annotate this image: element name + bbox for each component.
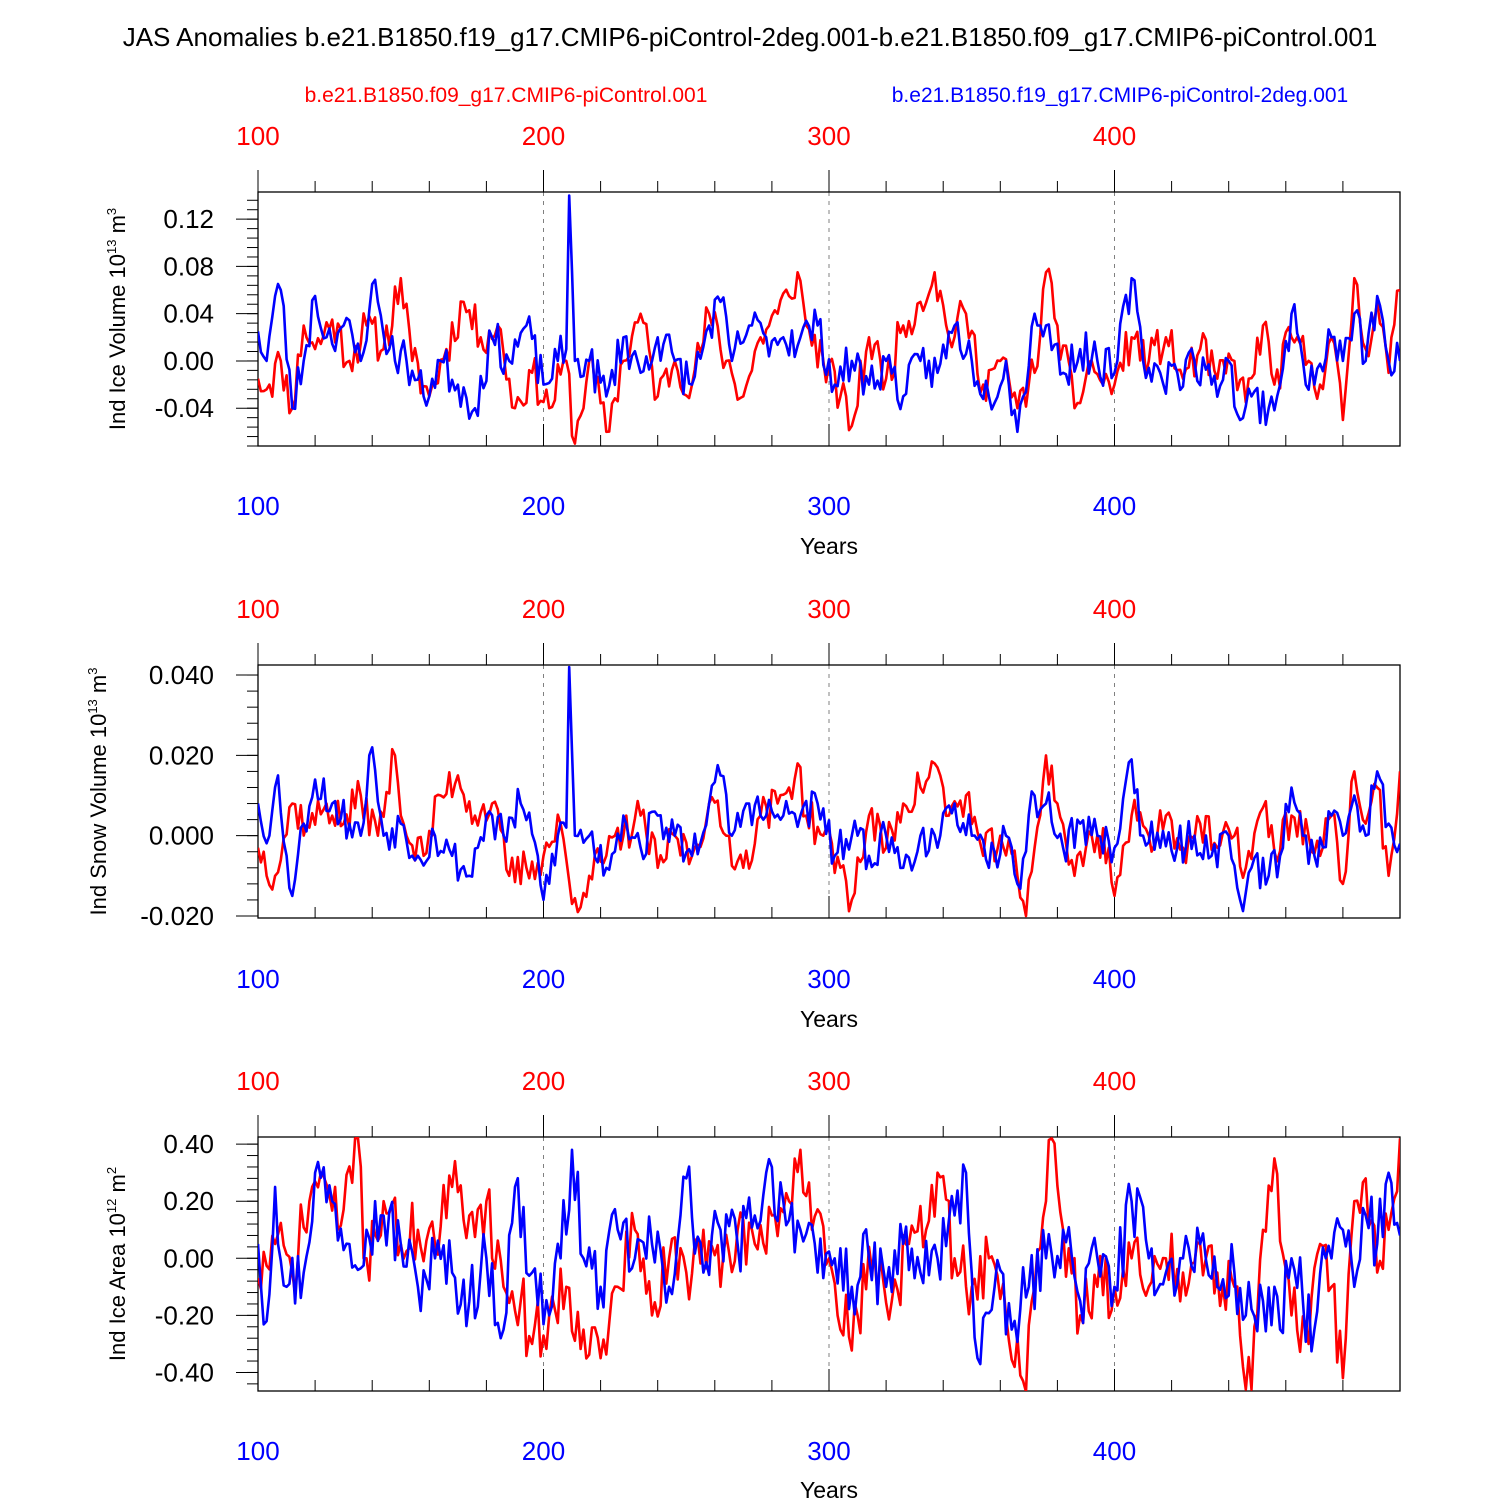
series-line-red	[258, 1137, 1400, 1391]
panels: 100 100 200 200 300 300 400 400 Years -0.04 0.00 0.…	[85, 121, 1401, 1503]
series-group	[258, 665, 1400, 918]
series-group	[258, 194, 1400, 445]
x-tick-label-top: 400	[1093, 1066, 1136, 1096]
x-tick-label-top: 400	[1093, 594, 1136, 624]
x-tick-label-bottom: 400	[1093, 964, 1136, 994]
y-tick-label: 0.12	[163, 204, 214, 234]
y-tick-label: -0.04	[155, 393, 214, 423]
y-tick-label: 0.04	[163, 299, 214, 329]
y-tick-label: 0.00	[163, 1243, 214, 1273]
legend-red-label: b.e21.B1850.f09_g17.CMIP6-piControl.001	[305, 84, 708, 107]
x-tick-label-bottom: 200	[522, 964, 565, 994]
x-tick-label-top: 300	[807, 1066, 850, 1096]
x-tick-label-bottom: 100	[236, 491, 279, 521]
y-tick-label: 0.020	[149, 740, 214, 770]
x-axis-label: Years	[800, 533, 858, 559]
y-tick-label: 0.000	[149, 821, 214, 851]
x-tick-label-top: 300	[807, 121, 850, 151]
x-tick-label-bottom: 300	[807, 1436, 850, 1466]
chart-panel-1: 100 100 200 200 300 300 400 400 Years -0.04 0.00 0.…	[104, 121, 1401, 559]
chart-panel-2: 100 100 200 200 300 300 400 400 Years -0.020 0.000…	[85, 594, 1401, 1032]
x-tick-label-top: 200	[522, 1066, 565, 1096]
y-axis-label: Ind Ice Area 1012 m2	[104, 1167, 130, 1361]
y-axis-label: Ind Snow Volume 1013 m3	[85, 668, 111, 916]
x-axis-label: Years	[800, 1006, 858, 1032]
y-tick-label: -0.40	[155, 1357, 214, 1387]
x-tick-label-top: 100	[236, 121, 279, 151]
x-tick-label-bottom: 300	[807, 491, 850, 521]
y-tick-label: 0.08	[163, 251, 214, 281]
series-group	[258, 1137, 1400, 1391]
series-line-blue	[258, 1148, 1400, 1366]
y-tick-label: -0.20	[155, 1300, 214, 1330]
chart-panel-3: 100 100 200 200 300 300 400 400 Years -0.40 -0.20 0…	[104, 1066, 1401, 1503]
x-tick-label-bottom: 400	[1093, 1436, 1136, 1466]
y-tick-label: 0.20	[163, 1186, 214, 1216]
x-tick-label-top: 100	[236, 1066, 279, 1096]
x-tick-label-top: 200	[522, 121, 565, 151]
y-axis-label: Ind Ice Volume 1013 m3	[104, 208, 130, 430]
x-tick-label-bottom: 400	[1093, 491, 1136, 521]
series-line-blue	[258, 194, 1400, 434]
x-tick-label-bottom: 200	[522, 1436, 565, 1466]
x-tick-label-top: 300	[807, 594, 850, 624]
y-tick-label: 0.40	[163, 1129, 214, 1159]
x-tick-label-bottom: 300	[807, 964, 850, 994]
y-tick-label: -0.020	[140, 901, 214, 931]
x-tick-label-bottom: 200	[522, 491, 565, 521]
legend-blue-label: b.e21.B1850.f19_g17.CMIP6-piControl-2deg…	[892, 84, 1348, 107]
chart-title: JAS Anomalies b.e21.B1850.f19_g17.CMIP6-…	[123, 22, 1378, 52]
x-tick-label-top: 400	[1093, 121, 1136, 151]
x-tick-label-bottom: 100	[236, 1436, 279, 1466]
series-line-blue	[258, 665, 1400, 913]
x-axis-label: Years	[800, 1477, 858, 1500]
x-tick-label-bottom: 100	[236, 964, 279, 994]
x-tick-label-top: 100	[236, 594, 279, 624]
x-tick-label-top: 200	[522, 594, 565, 624]
y-tick-label: 0.040	[149, 660, 214, 690]
y-tick-label: 0.00	[163, 346, 214, 376]
